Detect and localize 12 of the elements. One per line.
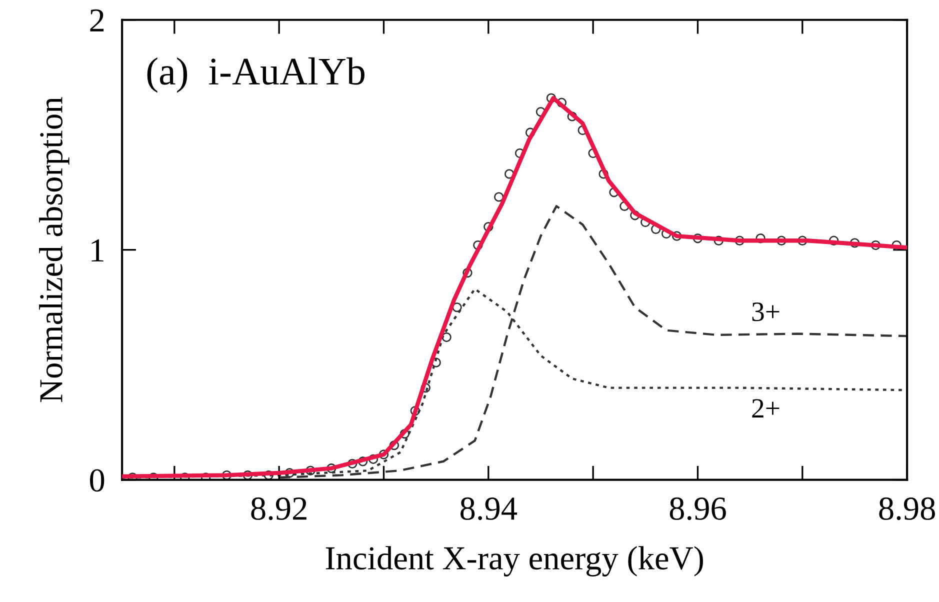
- x-tick-label: 8.92: [251, 497, 306, 520]
- x-tick-label: 8.94: [460, 497, 518, 520]
- y-tick-label: 2: [90, 9, 104, 32]
- x-axis-title: Incident X-ray energy (keV): [326, 546, 703, 576]
- annotation: 3+: [752, 302, 780, 322]
- annotation: (a) i-AuAlYb: [147, 57, 364, 93]
- x-tick-label: 8.96: [670, 497, 726, 520]
- y-axis-title: Normalized absorption: [39, 97, 70, 402]
- x-tick-label: 8.98: [879, 497, 935, 520]
- y-tick-label: 0: [90, 469, 104, 492]
- annotation: 2+: [752, 399, 780, 418]
- y-tick-label: 1: [92, 239, 104, 262]
